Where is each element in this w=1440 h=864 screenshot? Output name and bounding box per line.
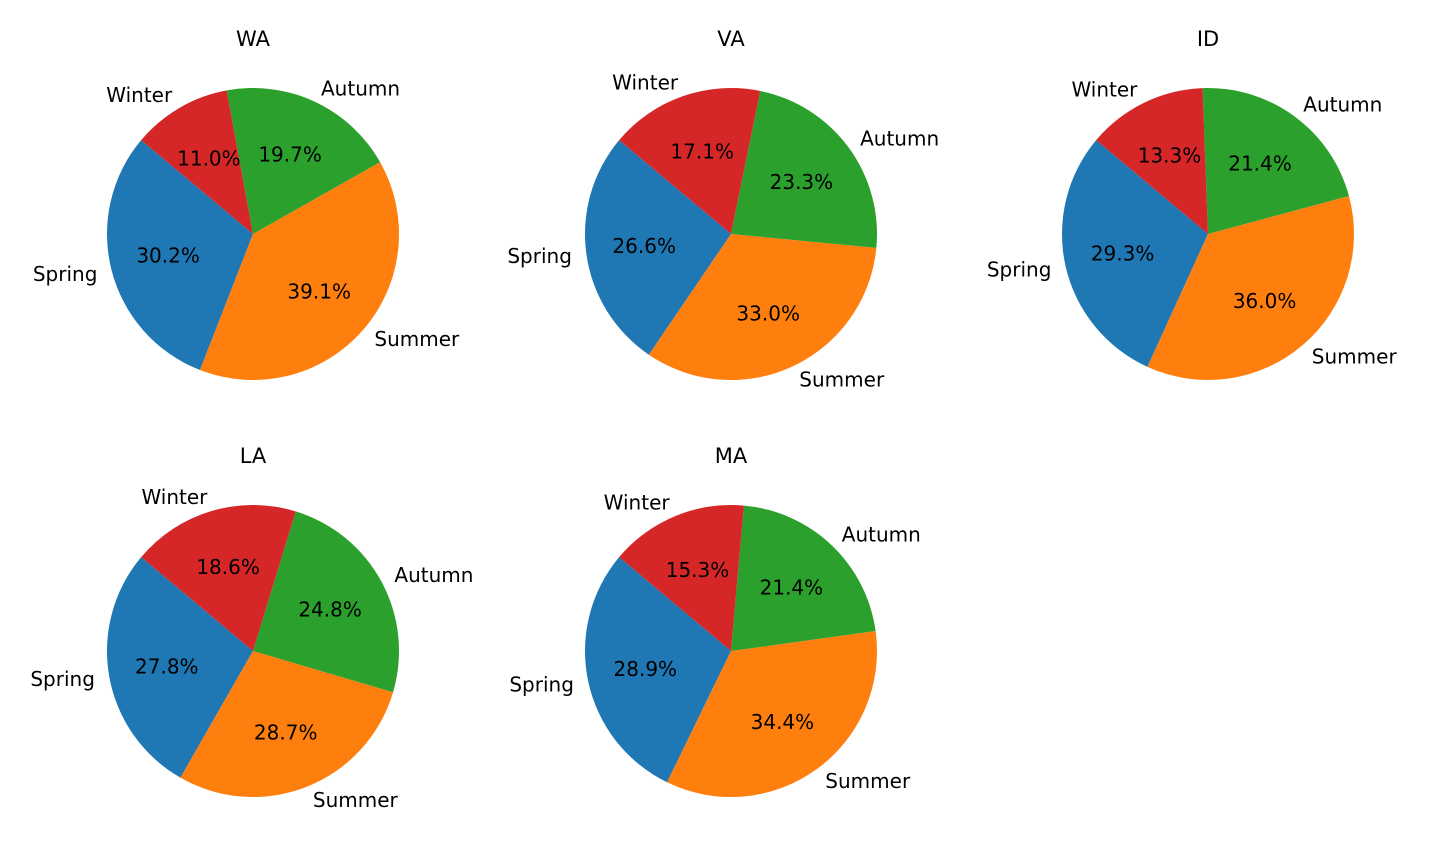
pie-label-summer: Summer bbox=[825, 769, 911, 793]
pie-pct-autumn: 21.4% bbox=[1228, 152, 1292, 176]
pie-label-spring: Spring bbox=[507, 244, 572, 268]
pie-wedge-autumn bbox=[253, 511, 399, 693]
pie-label-winter: Winter bbox=[604, 491, 671, 515]
pie-wedge-autumn bbox=[226, 88, 381, 234]
pie-pct-spring: 27.8% bbox=[135, 654, 199, 678]
pie-wedge-winter bbox=[141, 90, 253, 235]
pie-label-summer: Summer bbox=[799, 367, 885, 391]
pie-label-spring: Spring bbox=[30, 667, 95, 691]
pie-pct-spring: 26.6% bbox=[612, 234, 676, 258]
pie-chart-id: ID Spring 29.3% Summer 36.0% Autumn 21.4% Winte… bbox=[987, 27, 1398, 380]
pie-wedge-winter bbox=[1096, 88, 1208, 234]
pie-wedge-winter bbox=[619, 87, 761, 235]
pie-label-autumn: Autumn bbox=[394, 563, 473, 587]
pie-wedge-spring bbox=[1062, 140, 1208, 367]
pie-chart-la: LA Spring 27.8% Summer 28.7% Autumn 24.8% Winte… bbox=[30, 444, 473, 812]
pie-title: ID bbox=[1197, 27, 1219, 51]
pie-wedge-autumn bbox=[731, 505, 876, 651]
pie-pct-summer: 39.1% bbox=[287, 279, 351, 303]
pie-chart-wa: WA Spring 30.2% Summer 39.1% Autumn 19.7% Winte… bbox=[33, 27, 460, 381]
pie-pct-autumn: 24.8% bbox=[298, 598, 362, 622]
pie-wedge-summer bbox=[667, 630, 877, 798]
pie-pct-spring: 29.3% bbox=[1091, 241, 1155, 265]
pie-label-winter: Winter bbox=[106, 83, 173, 107]
pie-pct-winter: 13.3% bbox=[1138, 143, 1202, 167]
pie-label-spring: Spring bbox=[987, 257, 1052, 281]
pie-wedge-spring bbox=[106, 140, 253, 371]
pie-pct-autumn: 21.4% bbox=[760, 576, 824, 600]
pie-pct-summer: 34.4% bbox=[751, 710, 815, 734]
pie-title: MA bbox=[715, 444, 748, 468]
pie-pct-winter: 15.3% bbox=[666, 558, 730, 582]
pie-pct-winter: 11.0% bbox=[177, 146, 241, 170]
pie-pct-summer: 28.7% bbox=[254, 720, 318, 744]
pie-wedge-winter bbox=[619, 504, 744, 651]
pie-label-autumn: Autumn bbox=[860, 127, 939, 151]
pie-chart-va: VA Spring 26.6% Summer 33.0% Autumn 23.3% Winte… bbox=[507, 27, 939, 391]
pie-label-summer: Summer bbox=[1312, 345, 1398, 369]
pie-wedge-autumn bbox=[1202, 88, 1349, 234]
pie-wedge-spring bbox=[584, 557, 731, 783]
pie-wedge-summer bbox=[180, 651, 394, 797]
pie-label-summer: Summer bbox=[374, 327, 460, 351]
pie-label-autumn: Autumn bbox=[321, 77, 400, 101]
pie-pct-spring: 28.9% bbox=[614, 657, 678, 681]
pie-wedge-summer bbox=[200, 162, 400, 381]
pie-pct-summer: 33.0% bbox=[736, 301, 800, 325]
pie-pct-winter: 18.6% bbox=[196, 555, 260, 579]
pie-title: VA bbox=[717, 27, 745, 51]
pie-chart-ma: MA Spring 28.9% Summer 34.4% Autumn 21.4% Winte… bbox=[509, 444, 921, 798]
pie-wedge-spring bbox=[106, 557, 253, 778]
pie-title: WA bbox=[236, 27, 271, 51]
pie-pct-autumn: 19.7% bbox=[258, 143, 322, 167]
pie-label-spring: Spring bbox=[33, 262, 98, 286]
pie-label-autumn: Autumn bbox=[842, 523, 921, 547]
pie-label-winter: Winter bbox=[1071, 78, 1138, 102]
pie-label-winter: Winter bbox=[612, 70, 679, 94]
pie-pct-spring: 30.2% bbox=[136, 244, 200, 268]
pie-label-winter: Winter bbox=[141, 485, 208, 509]
pie-wedge-summer bbox=[1147, 196, 1354, 380]
pie-pct-autumn: 23.3% bbox=[770, 170, 834, 194]
pie-pct-winter: 17.1% bbox=[670, 139, 734, 163]
pie-label-autumn: Autumn bbox=[1303, 93, 1382, 117]
pie-wedge-winter bbox=[141, 505, 296, 651]
pie-wedge-autumn bbox=[731, 90, 877, 248]
pie-label-spring: Spring bbox=[509, 672, 574, 696]
pie-pct-summer: 36.0% bbox=[1233, 289, 1297, 313]
pie-label-summer: Summer bbox=[313, 788, 399, 812]
pie-title: LA bbox=[240, 444, 267, 468]
pie-wedge-summer bbox=[648, 234, 877, 381]
pie-wedge-spring bbox=[584, 140, 731, 355]
